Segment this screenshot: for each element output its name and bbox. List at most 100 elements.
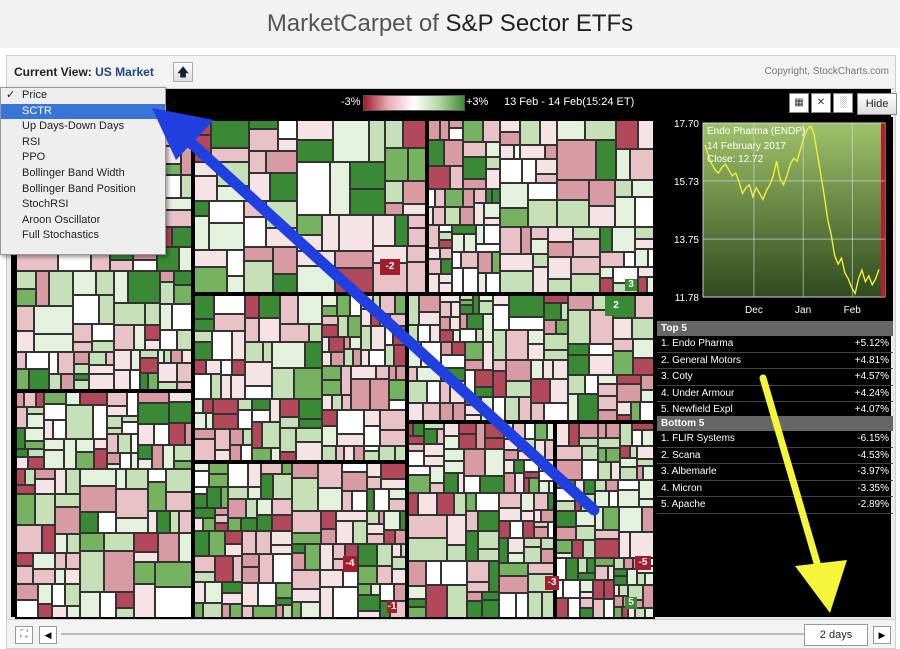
stock-tile[interactable] (320, 570, 343, 587)
dropdown-item[interactable]: PPO (1, 150, 165, 166)
stock-tile[interactable] (467, 582, 489, 592)
stock-tile[interactable] (73, 271, 96, 295)
stock-tile[interactable] (615, 197, 635, 227)
stock-tile[interactable] (65, 569, 80, 584)
stock-tile[interactable] (576, 526, 595, 540)
expand-button[interactable]: ⛶ (15, 626, 33, 644)
stock-tile[interactable] (116, 489, 148, 518)
stock-tile[interactable] (272, 515, 292, 531)
stock-tile[interactable] (635, 249, 648, 267)
stock-tile[interactable] (580, 598, 593, 608)
stock-tile[interactable] (611, 462, 620, 480)
list-item[interactable]: 3. Coty +4.57% (657, 369, 893, 386)
dropdown-item[interactable]: Bollinger Band Width (1, 166, 165, 182)
stock-tile[interactable] (94, 449, 107, 469)
stock-tile[interactable] (74, 352, 89, 364)
stock-tile[interactable] (508, 538, 524, 553)
stock-tile[interactable] (107, 416, 122, 428)
stock-tile[interactable] (107, 428, 122, 434)
stock-tile[interactable] (499, 576, 528, 593)
stock-tile[interactable] (122, 422, 138, 434)
stock-tile[interactable] (637, 573, 645, 585)
stock-tile[interactable] (35, 469, 55, 479)
stock-tile[interactable] (158, 533, 179, 562)
stock-tile[interactable] (630, 446, 637, 458)
dropdown-item[interactable]: Full Stochastics (1, 228, 165, 244)
sector-block[interactable] (407, 422, 555, 619)
crossed-chart-icon[interactable]: ✕ (811, 93, 831, 113)
stock-tile[interactable] (49, 352, 58, 374)
stock-tile[interactable] (104, 551, 134, 592)
stock-tile[interactable] (523, 521, 534, 538)
stock-tile[interactable] (225, 544, 242, 556)
stock-tile[interactable] (160, 330, 177, 350)
stock-tile[interactable] (73, 342, 92, 352)
stock-tile[interactable] (215, 523, 228, 531)
highlighted-tile-label[interactable]: 5 (625, 597, 637, 609)
next-period-button[interactable]: ▶ (873, 626, 891, 644)
stock-tile[interactable] (205, 582, 222, 603)
stock-tile[interactable] (524, 538, 541, 547)
stock-tile[interactable] (134, 562, 155, 584)
stock-tile[interactable] (233, 556, 242, 582)
stock-tile[interactable] (138, 403, 169, 424)
stock-tile[interactable] (336, 521, 353, 544)
stock-tile[interactable] (164, 350, 171, 363)
stock-tile[interactable] (384, 530, 395, 544)
highlighted-tile-label[interactable]: 3 (625, 279, 637, 291)
stock-tile[interactable] (38, 584, 52, 604)
stock-tile[interactable] (612, 227, 635, 252)
stock-tile[interactable] (566, 558, 578, 580)
highlighted-tile-label[interactable]: -2 (380, 259, 400, 275)
stock-tile[interactable] (92, 341, 114, 352)
list-item[interactable]: 3. Albemarle -3.97% (657, 464, 893, 481)
stock-tile[interactable] (292, 533, 321, 544)
stock-tile[interactable] (25, 428, 44, 441)
stock-tile[interactable] (358, 544, 377, 566)
stock-tile[interactable] (34, 306, 73, 334)
stock-tile[interactable] (152, 445, 163, 469)
stock-tile[interactable] (76, 439, 94, 452)
stock-tile[interactable] (600, 227, 612, 252)
stock-tile[interactable] (595, 530, 619, 539)
stock-tile[interactable] (80, 551, 104, 592)
stock-tile[interactable] (292, 553, 305, 570)
stock-tile[interactable] (489, 561, 499, 592)
stock-tile[interactable] (66, 405, 93, 439)
stock-tile[interactable] (377, 544, 392, 566)
stock-tile[interactable] (120, 453, 131, 469)
stock-tile[interactable] (225, 531, 242, 544)
stock-tile[interactable] (104, 533, 134, 551)
stock-tile[interactable] (563, 580, 580, 598)
stock-tile[interactable] (209, 531, 225, 556)
stock-tile[interactable] (609, 491, 618, 507)
dropdown-item[interactable]: Bollinger Band Position (1, 182, 165, 198)
stock-tile[interactable] (25, 441, 44, 449)
stock-tile[interactable] (114, 350, 131, 370)
stock-tile[interactable] (380, 584, 394, 601)
stock-tile[interactable] (580, 580, 593, 592)
stock-tile[interactable] (155, 562, 193, 587)
stock-tile[interactable] (618, 490, 639, 507)
stock-tile[interactable] (74, 374, 89, 380)
sector-block[interactable] (193, 462, 407, 619)
stock-tile[interactable] (158, 350, 164, 363)
stock-tile[interactable] (134, 533, 158, 552)
stock-tile[interactable] (171, 350, 182, 363)
stock-tile[interactable] (242, 567, 259, 583)
stock-tile[interactable] (271, 531, 292, 545)
stock-tile[interactable] (58, 352, 74, 374)
highlighted-tile-label[interactable]: -3 (545, 576, 559, 590)
stock-tile[interactable] (107, 434, 118, 453)
stock-tile[interactable] (572, 540, 583, 558)
stock-tile[interactable] (27, 407, 44, 414)
bar-chart-icon[interactable]: ░ (833, 93, 853, 113)
stock-tile[interactable] (49, 271, 73, 306)
stock-tile[interactable] (148, 482, 166, 511)
stock-tile[interactable] (510, 521, 523, 538)
stock-tile[interactable] (64, 439, 76, 469)
stock-tile[interactable] (55, 534, 67, 553)
stock-tile[interactable] (138, 445, 152, 459)
stock-tile[interactable] (228, 518, 241, 531)
stock-tile[interactable] (637, 466, 643, 480)
